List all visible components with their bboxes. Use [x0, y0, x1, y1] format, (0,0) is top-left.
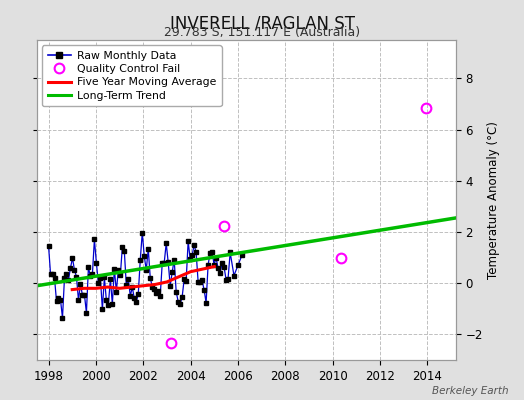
Y-axis label: Temperature Anomaly (°C): Temperature Anomaly (°C) [487, 121, 500, 279]
Legend: Raw Monthly Data, Quality Control Fail, Five Year Moving Average, Long-Term Tren: Raw Monthly Data, Quality Control Fail, … [42, 46, 222, 106]
Text: INVERELL /RAGLAN ST: INVERELL /RAGLAN ST [169, 14, 355, 32]
Text: Berkeley Earth: Berkeley Earth [432, 386, 508, 396]
Text: 29.783 S, 151.117 E (Australia): 29.783 S, 151.117 E (Australia) [164, 26, 360, 39]
